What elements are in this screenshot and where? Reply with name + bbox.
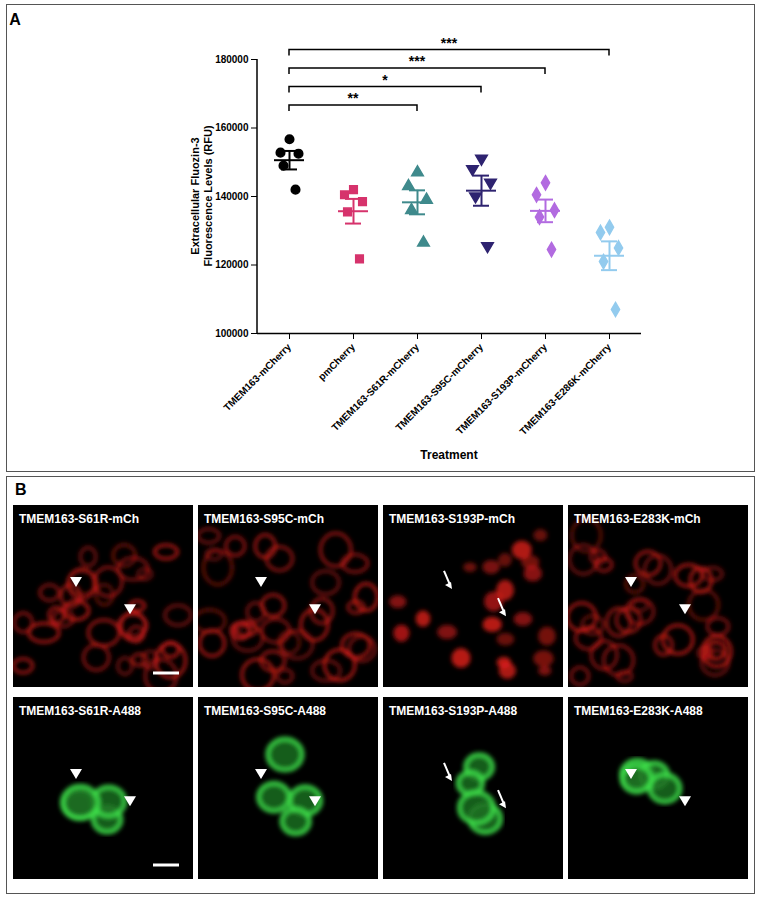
- svg-text:TMEM163-E283K-mCh: TMEM163-E283K-mCh: [574, 512, 701, 526]
- svg-text:TMEM163-S193P-mCherry: TMEM163-S193P-mCherry: [453, 341, 550, 437]
- svg-text:TMEM163-S193P-mCh: TMEM163-S193P-mCh: [389, 512, 515, 526]
- svg-text:B: B: [15, 481, 27, 498]
- svg-text:***: ***: [409, 53, 426, 69]
- svg-text:TMEM163-S61R-A488: TMEM163-S61R-A488: [19, 704, 141, 718]
- svg-text:160000: 160000: [215, 122, 249, 133]
- svg-text:TMEM163-S61R-mCh: TMEM163-S61R-mCh: [19, 512, 139, 526]
- svg-text:TMEM163-S193P-A488: TMEM163-S193P-A488: [389, 704, 517, 718]
- svg-text:120000: 120000: [215, 259, 249, 270]
- svg-text:140000: 140000: [215, 191, 249, 202]
- svg-text:TMEM163-S95C-A488: TMEM163-S95C-A488: [204, 704, 326, 718]
- svg-text:TMEM163-S95C-mCherry: TMEM163-S95C-mCherry: [393, 341, 486, 434]
- svg-text:TMEM163-S61R-mCherry: TMEM163-S61R-mCherry: [329, 341, 422, 434]
- svg-text:A: A: [9, 11, 21, 28]
- svg-text:Treatment: Treatment: [420, 448, 477, 462]
- svg-text:TMEM163-mCherry: TMEM163-mCherry: [221, 341, 293, 413]
- svg-text:*: *: [382, 72, 388, 88]
- svg-text:TMEM163-E283K-A488: TMEM163-E283K-A488: [574, 704, 703, 718]
- svg-text:pmCherry: pmCherry: [316, 341, 357, 382]
- svg-text:Extracellular Fluozin-3Fluores: Extracellular Fluozin-3Fluorescence Leve…: [189, 125, 214, 267]
- svg-text:TMEM163-E286K-mCherry: TMEM163-E286K-mCherry: [517, 341, 613, 437]
- svg-text:180000: 180000: [215, 54, 249, 65]
- svg-text:TMEM163-S95C-mCh: TMEM163-S95C-mCh: [204, 512, 324, 526]
- svg-text:***: ***: [441, 35, 458, 51]
- svg-text:100000: 100000: [215, 328, 249, 339]
- svg-text:**: **: [348, 90, 359, 106]
